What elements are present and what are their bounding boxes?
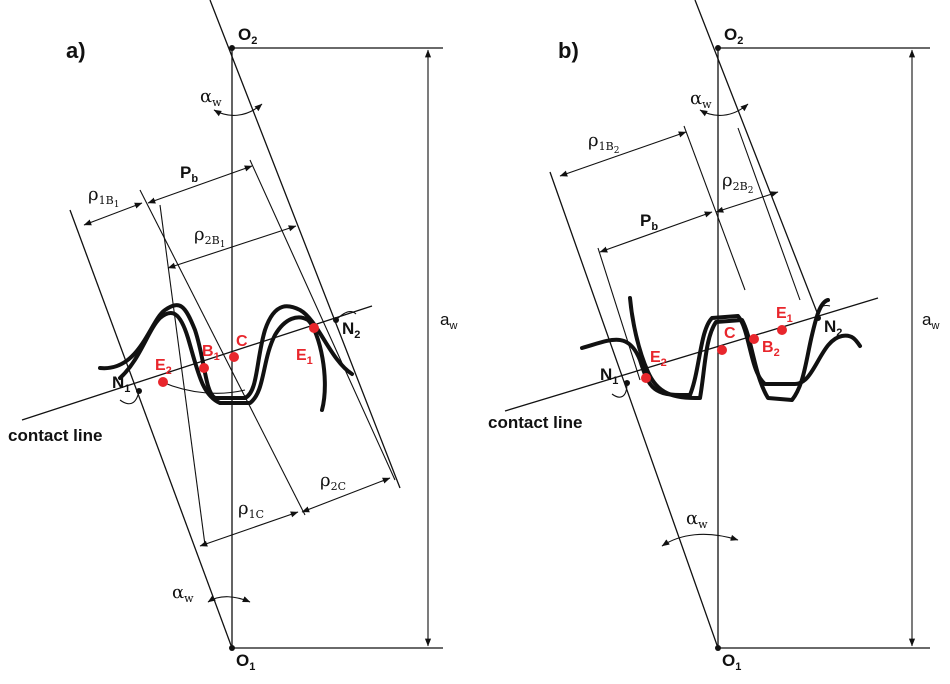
panel-a-rho1b-dimension: [83, 202, 143, 226]
panel-a-alpha-top-arc: [213, 103, 263, 117]
panel-a-tooth-profile-2: [118, 311, 327, 412]
panel-b-O1-label: O1: [722, 651, 741, 673]
panel-b-tooth-profile-1: [580, 314, 862, 397]
panel-a-E2-point: [158, 377, 168, 387]
panel-b-contact-line-label: contact line: [488, 413, 582, 432]
panel-a-title: a): [66, 38, 86, 63]
panel-a-N1-right-angle: [119, 390, 140, 405]
panel-b-B2-point: [749, 334, 759, 344]
panel-a-aw-label: aw: [440, 310, 457, 332]
panel-b-alpha-top-label: αw: [690, 88, 712, 111]
panel-b-tooth-profile-2: [628, 296, 830, 402]
panel-a-alpha-bottom-label: αw: [172, 582, 194, 605]
panel-b-O2-N2-line: [694, 0, 821, 321]
panel-a-B1-label: B1: [202, 343, 220, 363]
panel-a-rho2c-label: ρ2C: [320, 470, 346, 493]
panel-a-ext-line-3: [159, 204, 206, 546]
panel-a-rho2c-dimension: [301, 477, 391, 513]
panel-a-E2-label: E2: [155, 357, 172, 377]
panel-a-rho1c-dimension: [199, 511, 299, 547]
panel-b-aw-label: aw: [922, 310, 939, 332]
panel-b-E2-point: [641, 373, 651, 383]
panel-a-O2-N2-line: [209, 0, 401, 489]
panel-b-ext-line-1: [683, 125, 746, 291]
panel-b-pb-dimension: [599, 211, 713, 253]
panel-b-rho2b-dimension: [715, 191, 779, 213]
panel-b-alpha-bottom-arc: [661, 533, 739, 547]
panel-b-N1-label: N1: [600, 365, 618, 387]
panel-a-C-point: [229, 352, 239, 362]
panel-b-rho1b-dimension: [559, 131, 687, 177]
panel-b-ext-line-2: [597, 247, 641, 381]
panel-b-C-label: C: [724, 325, 736, 342]
panel-a-ext-line-2: [249, 159, 396, 481]
panel-a: a) aw O2 O1 contact line: [8, 0, 457, 673]
panel-b-E1-point: [777, 325, 787, 335]
panel-a-alpha-bottom-arc: [207, 595, 251, 603]
panel-a-rho2b-dimension: [167, 225, 297, 269]
panel-b-alpha-top-arc: [699, 103, 749, 117]
panel-b-N2-right-angle: [817, 304, 831, 319]
panel-b-O1-N1-line: [549, 171, 719, 649]
panel-a-O1-N1-line: [69, 209, 233, 649]
panel-a-E1-point: [309, 323, 319, 333]
panel-a-root-curve: [161, 381, 246, 394]
panel-a-B1-point: [199, 363, 209, 373]
panel-a-O2-point: [229, 45, 235, 51]
panel-b-O2-point: [715, 45, 721, 51]
panel-b-rho2b-label: ρ2B2: [722, 170, 753, 196]
panel-b-E2-label: E2: [650, 349, 667, 369]
panel-b: b) aw O2 O1 contact line N1 E2 C B2 E1 N…: [488, 0, 939, 673]
panel-b-ext-line-3: [737, 127, 801, 301]
panel-b-N1-right-angle: [611, 382, 628, 398]
panel-a-rho1b-label: ρ1B1: [88, 184, 119, 210]
panel-b-pb-label: Pb: [640, 211, 658, 233]
panel-a-rho2b-label: ρ2B1: [194, 224, 225, 250]
panel-a-E1-label: E1: [296, 347, 313, 367]
panel-a-O1-label: O1: [236, 651, 255, 673]
panel-b-O2-label: O2: [724, 25, 743, 47]
panel-a-pb-dimension: [147, 165, 253, 204]
panel-a-N2-label: N2: [342, 319, 360, 341]
panel-b-E1-label: E1: [776, 305, 793, 325]
panel-b-B2-label: B2: [762, 339, 780, 359]
panel-b-N2-label: N2: [824, 317, 842, 339]
panel-a-N1-label: N1: [112, 373, 130, 395]
panel-b-rho1b-label: ρ1B2: [588, 130, 619, 156]
panel-a-rho1c-label: ρ1C: [238, 498, 264, 521]
panel-a-N2-right-angle: [335, 310, 357, 321]
panel-b-alpha-bottom-label: αw: [686, 508, 708, 531]
panel-a-ext-line-1: [139, 189, 306, 516]
panel-a-alpha-top-label: αw: [200, 86, 222, 109]
panel-a-pb-label: Pb: [180, 163, 198, 185]
panel-a-C-label: C: [236, 333, 248, 350]
panel-b-title: b): [558, 38, 579, 63]
panel-a-contact-line-label: contact line: [8, 426, 102, 445]
panel-b-C-point: [717, 345, 727, 355]
panel-a-O2-label: O2: [238, 25, 257, 47]
